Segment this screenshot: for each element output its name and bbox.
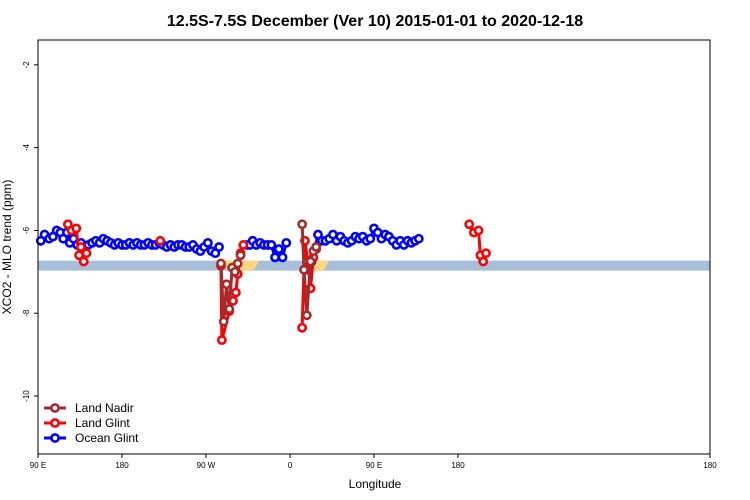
x-tick-label: 0 — [288, 461, 293, 470]
legend-entry: Land Nadir — [44, 401, 134, 415]
legend-label: Land Nadir — [75, 401, 134, 415]
data-point — [76, 242, 86, 252]
legend-entry: Ocean Glint — [44, 431, 139, 445]
data-point — [216, 335, 227, 346]
data-point — [273, 244, 284, 254]
legend-marker — [50, 433, 60, 443]
data-point — [155, 235, 166, 246]
data-point — [297, 219, 308, 230]
x-tick-label: 90 W — [197, 461, 216, 470]
data-point — [266, 240, 277, 250]
data-point — [230, 287, 241, 298]
data-point — [297, 322, 308, 333]
data-point — [71, 223, 82, 234]
data-point — [305, 256, 316, 267]
data-point — [413, 233, 424, 244]
data-point — [235, 250, 246, 261]
data-point — [481, 248, 491, 259]
y-tick-label: -6 — [22, 226, 31, 234]
data-point — [230, 266, 240, 277]
legend-label: Land Glint — [75, 416, 130, 430]
data-point — [232, 258, 243, 269]
data-point — [214, 242, 224, 252]
y-tick-label: -10 — [22, 390, 31, 402]
data-point — [464, 219, 475, 230]
data-point — [81, 248, 92, 259]
x-tick-label: 90 E — [366, 461, 382, 470]
surface-band — [38, 260, 710, 271]
axis-ticks: 90 E 180 90 W 0 90 E 180 180 -2 -4 -6 -8 -10 — [22, 61, 717, 470]
x-tick-label: 90 E — [30, 461, 46, 470]
legend-entry: Land Glint — [44, 416, 130, 430]
series-layer — [35, 219, 491, 346]
chart-title: 12.5S-7.5S December (Ver 10) 2015-01-01 … — [167, 13, 583, 30]
data-point — [473, 225, 484, 236]
y-tick-label: -4 — [22, 144, 31, 152]
y-tick-label: -8 — [22, 309, 31, 317]
series-ocean-glint — [35, 223, 424, 275]
x-tick-label: 180 — [703, 461, 717, 470]
ocean-band — [38, 260, 710, 271]
data-point — [478, 256, 489, 267]
data-point — [221, 279, 232, 290]
data-point — [224, 304, 235, 314]
data-point — [270, 252, 280, 263]
data-point — [238, 240, 249, 250]
series-land-nadir — [216, 219, 322, 327]
x-tick-label: 180 — [115, 461, 129, 470]
data-point — [218, 316, 229, 327]
data-point — [78, 256, 89, 267]
legend-label: Ocean Glint — [75, 431, 139, 445]
data-point — [277, 252, 288, 263]
x-axis-label: Longitude — [349, 477, 402, 491]
data-point — [301, 310, 312, 321]
data-point — [216, 258, 226, 269]
y-tick-label: -2 — [22, 61, 31, 69]
data-point — [202, 237, 213, 248]
data-point — [299, 264, 309, 275]
legend-marker — [50, 403, 60, 413]
data-point — [365, 233, 376, 244]
y-axis-label: XCO2 - MLO trend (ppm) — [0, 180, 14, 315]
x-tick-label: 180 — [451, 461, 465, 470]
data-point — [281, 237, 292, 248]
legend-marker — [50, 418, 60, 428]
data-point — [311, 242, 322, 252]
